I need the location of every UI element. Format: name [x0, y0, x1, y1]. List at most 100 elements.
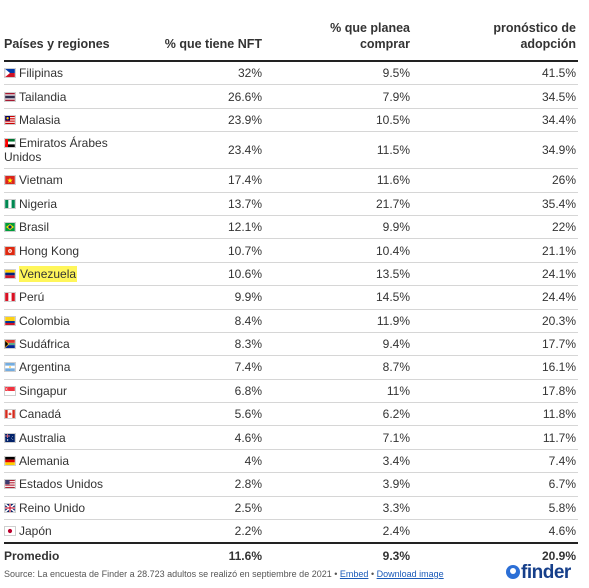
country-name: Estados Unidos [19, 477, 104, 492]
forecast-value: 6.7% [412, 472, 578, 497]
plan-value: 8.7% [264, 355, 412, 380]
source-text: Source: La encuesta de Finder a 28.723 a… [4, 569, 338, 579]
plan-value: 9.5% [264, 61, 412, 86]
table-row: Reino Unido 2.5% 3.3% 5.8% [4, 496, 578, 521]
australia-flag-icon [4, 432, 16, 443]
country-name: Filipinas [19, 66, 64, 81]
forecast-value: 17.7% [412, 332, 578, 357]
header-forecast: pronóstico de adopción [412, 20, 578, 62]
singapore-flag-icon [4, 385, 16, 396]
download-image-link[interactable]: Download image [376, 569, 444, 579]
table-row: Singapur 6.8% 11% 17.8% [4, 379, 578, 404]
nft-value: 9.9% [140, 285, 264, 310]
plan-value: 11.6% [264, 168, 412, 193]
country-cell: Hong Kong [4, 238, 140, 263]
header-plan: % que planea comprar [264, 20, 412, 62]
forecast-value: 24.4% [412, 285, 578, 310]
country-cell: Nigeria [4, 192, 140, 216]
nft-value: 13.7% [140, 192, 264, 216]
table-row: Alemania 4% 3.4% 7.4% [4, 449, 578, 474]
country-cell: Australia [4, 425, 140, 450]
uae-flag-icon [4, 138, 16, 149]
canada-flag-icon [4, 409, 16, 420]
country-name: Nigeria [19, 196, 58, 211]
forecast-value: 34.9% [412, 131, 578, 170]
table-row: Argentina 7.4% 8.7% 16.1% [4, 355, 578, 380]
nft-value: 6.8% [140, 379, 264, 404]
forecast-value: 17.8% [412, 379, 578, 404]
country-cell: Japón [4, 519, 140, 544]
forecast-value: 34.5% [412, 84, 578, 109]
country-name: Venezuela [19, 265, 78, 282]
country-name: Reino Unido [19, 500, 86, 515]
plan-value: 9.9% [264, 215, 412, 240]
table-body: Filipinas 32% 9.5% 41.5% Tailandia 26.6% 7.9% 3… [4, 61, 578, 569]
plan-value: 21.7% [264, 192, 412, 216]
forecast-value: 34.4% [412, 108, 578, 133]
nft-value: 2.2% [140, 519, 264, 544]
table-row: Tailandia 26.6% 7.9% 34.5% [4, 84, 578, 109]
hong-kong-flag-icon [4, 245, 16, 256]
plan-value: 10.4% [264, 238, 412, 263]
country-cell: Colombia [4, 309, 140, 333]
finder-logo-text: finder [521, 562, 571, 583]
table-row: Estados Unidos 2.8% 3.9% 6.7% [4, 472, 578, 497]
plan-value: 9.4% [264, 332, 412, 357]
average-nft: 11.6% [140, 542, 264, 569]
header-row: Países y regiones % que tiene NFT % que … [4, 20, 578, 62]
forecast-value: 5.8% [412, 496, 578, 521]
plan-value: 6.2% [264, 402, 412, 427]
table-row: Vietnam 17.4% 11.6% 26% [4, 168, 578, 193]
plan-value: 11.5% [264, 131, 412, 170]
malaysia-flag-icon [4, 114, 16, 125]
country-cell: Vietnam [4, 168, 140, 193]
table-row: Japón 2.2% 2.4% 4.6% [4, 519, 578, 544]
country-name: Australia [19, 430, 66, 445]
south-africa-flag-icon [4, 339, 16, 350]
plan-value: 11.9% [264, 309, 412, 333]
table-row: Hong Kong 10.7% 10.4% 21.1% [4, 238, 578, 263]
plan-value: 13.5% [264, 262, 412, 287]
colombia-flag-icon [4, 315, 16, 326]
vietnam-flag-icon [4, 175, 16, 186]
nft-value: 7.4% [140, 355, 264, 380]
nft-value: 23.4% [140, 131, 264, 170]
table-row: Australia 4.6% 7.1% 11.7% [4, 425, 578, 450]
country-cell: Canadá [4, 402, 140, 427]
forecast-value: 20.3% [412, 309, 578, 333]
country-cell: Singapur [4, 379, 140, 404]
plan-value: 3.4% [264, 449, 412, 474]
country-cell: Perú [4, 285, 140, 310]
nft-value: 10.6% [140, 262, 264, 287]
country-cell: Sudáfrica [4, 332, 140, 357]
nft-value: 5.6% [140, 402, 264, 427]
table-row: Canadá 5.6% 6.2% 11.8% [4, 402, 578, 427]
embed-link[interactable]: Embed [339, 569, 369, 579]
country-name: Canadá [19, 407, 62, 422]
brazil-flag-icon [4, 222, 16, 233]
plan-value: 2.4% [264, 519, 412, 544]
plan-value: 3.9% [264, 472, 412, 497]
table-row: Malasia 23.9% 10.5% 34.4% [4, 108, 578, 133]
nft-value: 23.9% [140, 108, 264, 133]
nft-value: 4.6% [140, 425, 264, 450]
forecast-value: 11.8% [412, 402, 578, 427]
country-name: Colombia [19, 313, 70, 328]
plan-value: 7.9% [264, 84, 412, 109]
philippines-flag-icon [4, 68, 16, 79]
forecast-value: 26% [412, 168, 578, 193]
finder-logo: finder [506, 562, 571, 584]
country-name: Argentina [19, 360, 71, 375]
peru-flag-icon [4, 292, 16, 303]
plan-value: 3.3% [264, 496, 412, 521]
table-row: Sudáfrica 8.3% 9.4% 17.7% [4, 332, 578, 357]
venezuela-flag-icon [4, 268, 16, 279]
country-cell: Filipinas [4, 61, 140, 86]
forecast-value: 41.5% [412, 61, 578, 86]
nft-value: 8.3% [140, 332, 264, 357]
country-name: Singapur [19, 383, 68, 398]
japan-flag-icon [4, 526, 16, 537]
nft-table: Países y regiones % que tiene NFT % que … [4, 20, 578, 569]
country-name: Brasil [19, 220, 50, 235]
